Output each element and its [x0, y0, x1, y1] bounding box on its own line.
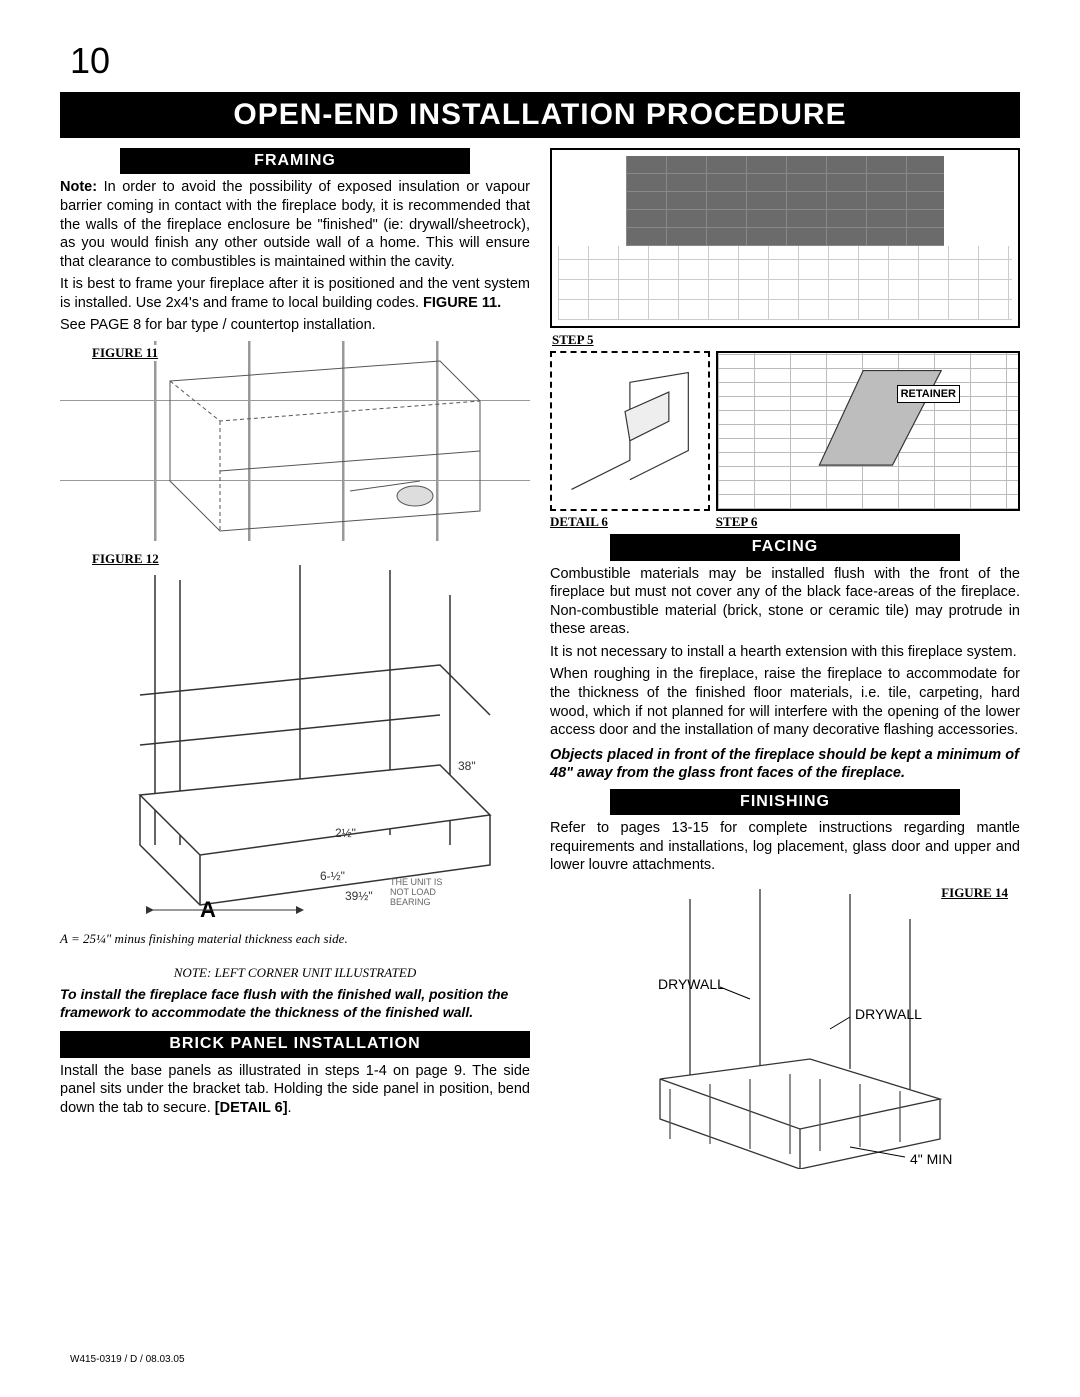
facing-heading: FACING [610, 534, 960, 560]
right-column: FIGURES 13 a-c STEP 5 [550, 144, 1020, 1169]
step6-sketch [718, 353, 1018, 509]
note-label: Note: [60, 179, 97, 195]
main-title-banner: OPEN-END INSTALLATION PROCEDURE [60, 92, 1020, 138]
facing-p2: It is not necessary to install a hearth … [550, 643, 1020, 662]
page: 10 OPEN-END INSTALLATION PROCEDURE FRAMI… [0, 0, 1080, 1397]
brick-p1c: . [288, 1100, 292, 1116]
figure-14: FIGURE 14 DR [550, 879, 1020, 1169]
figure14-sketch: DRYWALL DRYWALL 4" MIN [550, 879, 1020, 1169]
flush-note: To install the fireplace face flush with… [60, 986, 530, 1021]
unit-note-2: NOT LOAD [390, 887, 436, 897]
brick-panel-heading: BRICK PANEL INSTALLATION [60, 1031, 530, 1057]
facing-p3: When roughing in the fireplace, raise th… [550, 665, 1020, 739]
detail-6: DETAIL 6 [550, 351, 710, 531]
drywall-label-2: DRYWALL [855, 1006, 922, 1022]
unit-note-3: BEARING [390, 897, 431, 907]
step5-label: STEP 5 [552, 332, 1020, 349]
figure-12: FIGURE 12 38" 2½" 6-½" 39 [60, 545, 530, 925]
step6-label: STEP 6 [716, 514, 1020, 531]
figure11-ref: FIGURE 11. [423, 295, 501, 311]
retainer-label: RETAINER [897, 385, 960, 403]
finishing-heading: FINISHING [610, 789, 960, 815]
note-left-corner: NOTE: LEFT CORNER UNIT ILLUSTRATED [60, 965, 530, 982]
figure11-sketch [60, 341, 530, 541]
detail-step6-row: DETAIL 6 RETAINER STEP 6 [550, 351, 1020, 531]
footer-code: W415-0319 / D / 08.03.05 [70, 1354, 185, 1365]
brick-paragraph: Install the base panels as illustrated i… [60, 1062, 530, 1118]
detail6-label: DETAIL 6 [550, 514, 710, 531]
dim-39-5: 39½" [345, 889, 373, 903]
left-column: FRAMING Note: In order to avoid the poss… [60, 144, 530, 1169]
figure-13-top: FIGURES 13 a-c [550, 148, 1020, 328]
dim-38: 38" [458, 759, 476, 773]
figure11-label: FIGURE 11 [90, 345, 160, 362]
figure12-label: FIGURE 12 [90, 551, 161, 568]
detail6-sketch [552, 353, 708, 509]
drywall-label-1: DRYWALL [658, 976, 725, 992]
figure14-label: FIGURE 14 [939, 885, 1010, 902]
brick-p1a: Install the base panels as illustrated i… [60, 1063, 530, 1116]
finishing-p1: Refer to pages 13-15 for complete instru… [550, 819, 1020, 875]
figure12-sketch: 38" 2½" 6-½" 39½" THE UNIT IS NOT LOAD B… [60, 545, 530, 925]
facing-p1: Combustible materials may be installed f… [550, 565, 1020, 639]
caption-a: A = 25¼" minus finishing material thickn… [60, 931, 530, 948]
objects-note: Objects placed in front of the fireplace… [550, 746, 1020, 783]
framing-note-text: In order to avoid the possibility of exp… [60, 179, 530, 269]
framing-heading: FRAMING [120, 148, 470, 174]
min-label: 4" MIN [910, 1151, 952, 1167]
framing-paragraph-3: See PAGE 8 for bar type / countertop ins… [60, 316, 530, 335]
brick-p1b: [DETAIL 6] [215, 1100, 288, 1116]
dim-2-5: 2½" [335, 826, 356, 840]
two-column-layout: FRAMING Note: In order to avoid the poss… [60, 144, 1020, 1169]
framing-note: Note: In order to avoid the possibility … [60, 178, 530, 271]
unit-note-1: THE UNIT IS [390, 877, 442, 887]
page-number: 10 [70, 40, 1020, 82]
framing-paragraph-2: It is best to frame your fireplace after… [60, 275, 530, 312]
step-6: RETAINER STEP 6 [716, 351, 1020, 531]
dim-6-5: 6-½" [320, 869, 345, 883]
figure-11: FIGURE 11 [60, 341, 530, 541]
